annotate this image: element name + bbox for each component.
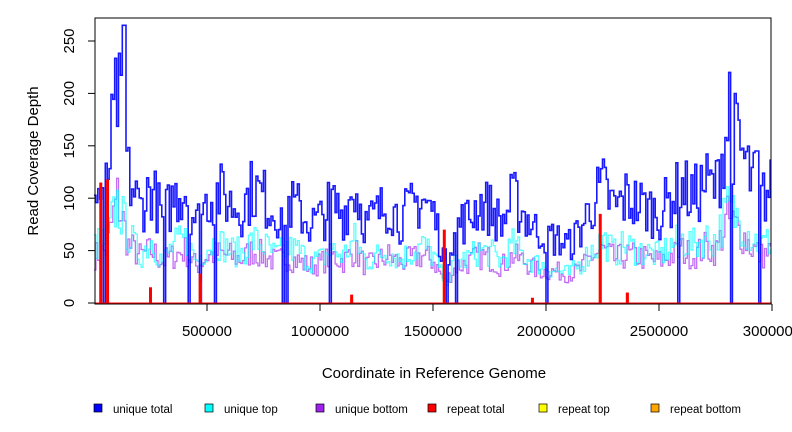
legend-swatch (427, 403, 437, 413)
legend-label: unique top (224, 404, 278, 416)
y-tick-label: 0 (61, 299, 78, 307)
legend-swatch (650, 403, 660, 413)
x-tick-label: 2500000 (630, 323, 688, 340)
y-tick-label: 200 (61, 81, 78, 106)
legend-label: repeat total (447, 404, 505, 416)
legend-label: unique bottom (335, 404, 408, 416)
y-tick-label: 150 (61, 133, 78, 158)
y-tick-label: 100 (61, 186, 78, 211)
legend-swatch (315, 403, 325, 413)
series-layer (94, 24, 772, 304)
series-unique-total (94, 24, 771, 304)
series-line (94, 185, 771, 286)
series-line (94, 24, 771, 304)
x-tick-label: 2000000 (517, 323, 575, 340)
legend-label: repeat bottom (670, 404, 741, 416)
legend-label: repeat top (558, 404, 610, 416)
x-axis-label: Coordinate in Reference Genome (322, 365, 546, 382)
series-unique-top (94, 185, 771, 286)
y-tick-label: 50 (61, 242, 78, 259)
legend-swatch (93, 403, 103, 413)
legend-swatch (538, 403, 548, 413)
axes: 500000 1000000 1500000 2000000 2500000 300000… (61, 28, 792, 340)
legend-swatch (204, 403, 214, 413)
x-tick-label: 1500000 (404, 323, 462, 340)
y-axis-label: Read Coverage Depth (25, 86, 42, 235)
y-tick-label: 250 (61, 28, 78, 53)
x-tick-label: 500000 (182, 323, 232, 340)
series-repeat-total (94, 179, 772, 304)
legend-label: unique total (113, 404, 172, 416)
x-tick-label: 1000000 (291, 323, 349, 340)
legend: unique total unique top unique bottom repea… (93, 403, 741, 416)
